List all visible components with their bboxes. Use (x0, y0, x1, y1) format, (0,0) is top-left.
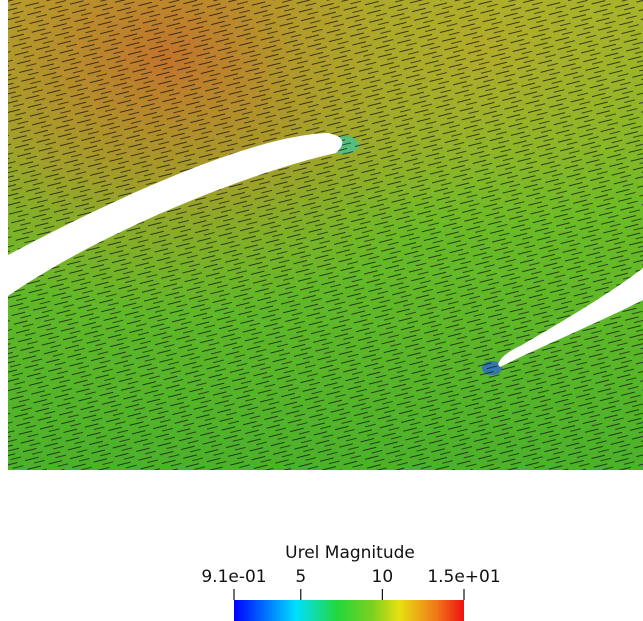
airfoil-lower (498, 268, 643, 367)
colorbar-tick-label: 5 (295, 567, 306, 587)
colorbar-tick-label: 1.5e+01 (427, 567, 500, 587)
flow-field (8, 0, 643, 470)
colorbar-tick-label: 9.1e-01 (201, 567, 266, 587)
colorbar-gradient (234, 600, 464, 621)
colorbar: Urel Magnitude 9.1e-01 5 10 1.5e+01 (201, 543, 501, 621)
colorbar-tick-label: 10 (372, 567, 394, 587)
airfoil-upper (8, 133, 343, 296)
colorbar-title: Urel Magnitude (285, 543, 415, 563)
